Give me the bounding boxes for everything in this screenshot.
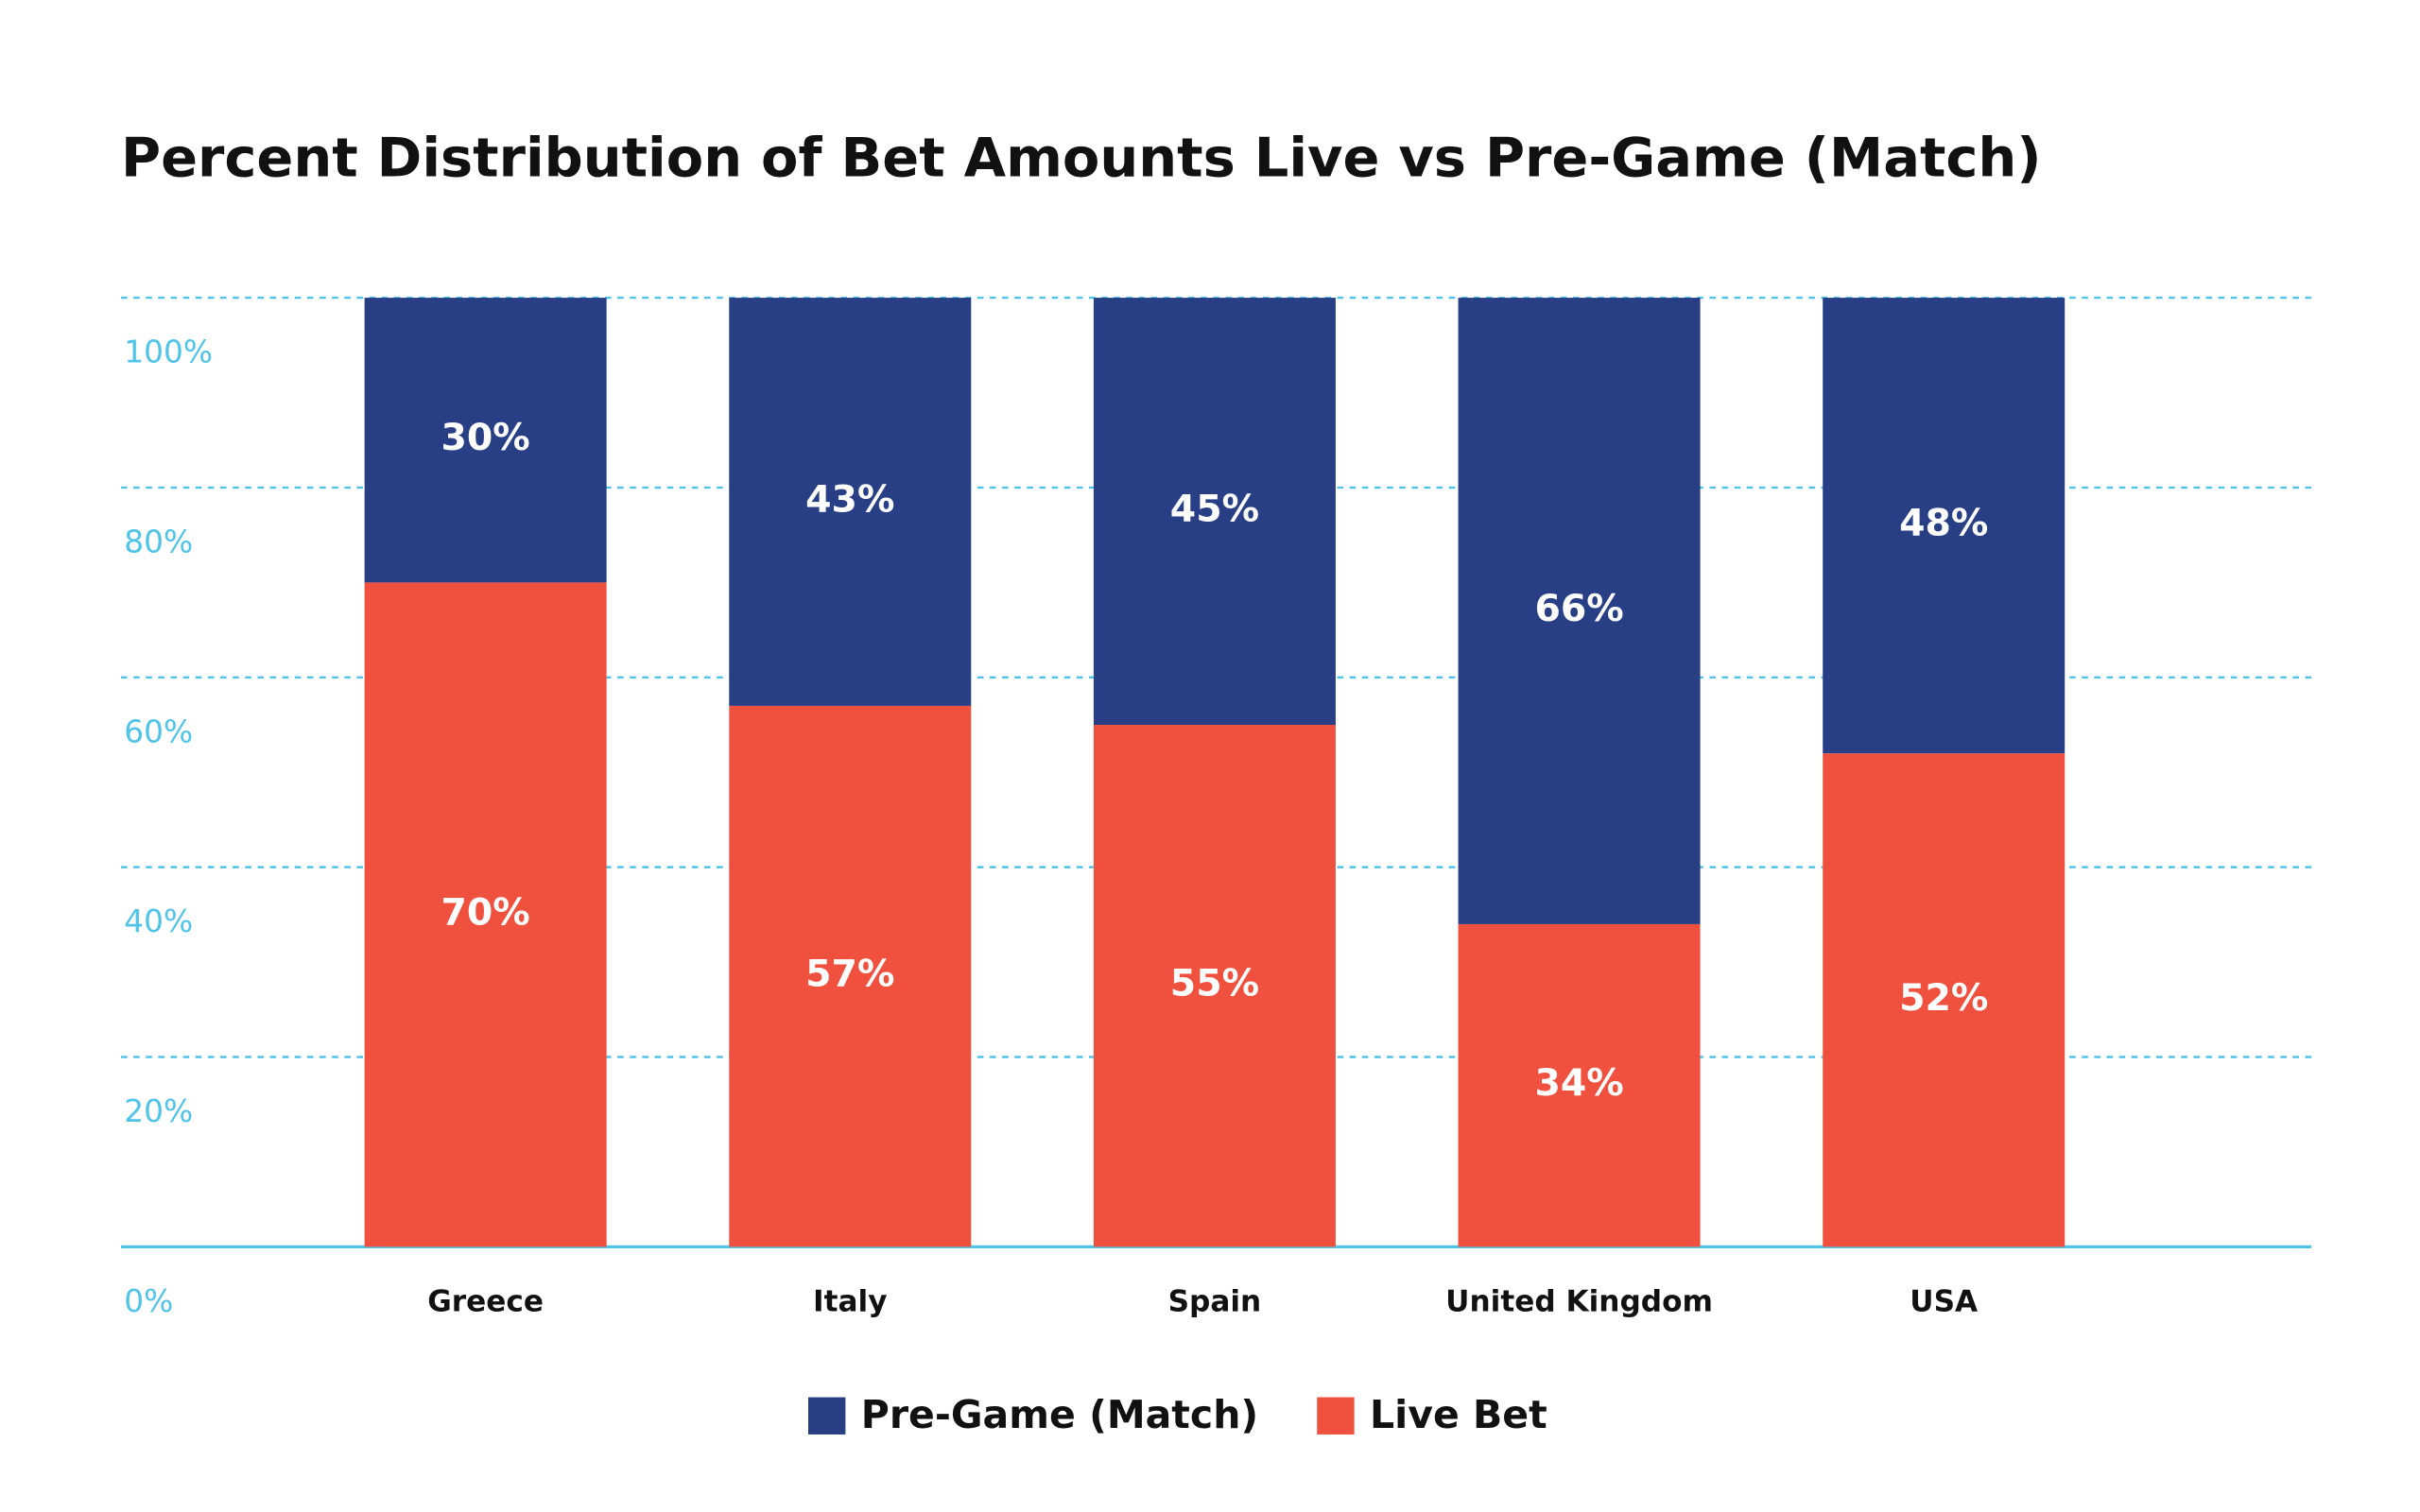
value-label: 55% [1170,962,1259,1005]
bar-segment [364,582,607,1247]
value-label: 43% [805,478,894,522]
value-label: 52% [1899,976,1988,1020]
x-tick-label: United Kingdom [1445,1284,1713,1318]
value-label: 66% [1534,587,1623,630]
value-label: 48% [1899,502,1988,545]
y-tick-label: 0% [124,1283,173,1319]
chart-title: Percent Distribution of Bet Amounts Live… [121,126,2042,189]
x-tick-label: USA [1910,1284,1978,1318]
legend-swatch [807,1397,846,1435]
value-label: 70% [441,890,530,934]
value-label: 30% [441,416,530,459]
bar-segment [1823,298,2066,754]
x-tick-label: Spain [1168,1284,1262,1318]
y-tick-label: 60% [124,713,193,749]
bar-segment [729,298,972,706]
y-tick-label: 80% [124,524,193,560]
bar-segment [1458,923,1701,1247]
y-tick-label: 40% [124,903,193,939]
bar-segment [729,705,972,1247]
x-tick-label: Italy [813,1284,888,1318]
legend-label: Pre-Game (Match) [861,1392,1258,1437]
x-tick-label: Greece [427,1284,544,1318]
bar-segment [1823,753,2066,1247]
legend-swatch [1317,1397,1355,1435]
bar-segment [1093,725,1336,1247]
bar-segment [364,298,607,583]
bar-segment [1458,298,1701,924]
value-label: 57% [805,953,894,996]
legend-label: Live Bet [1370,1392,1547,1437]
y-tick-label: 20% [124,1093,193,1129]
value-label: 34% [1534,1061,1623,1105]
y-tick-label: 100% [124,335,213,370]
bar-segment [1093,298,1336,726]
value-label: 45% [1170,488,1259,531]
